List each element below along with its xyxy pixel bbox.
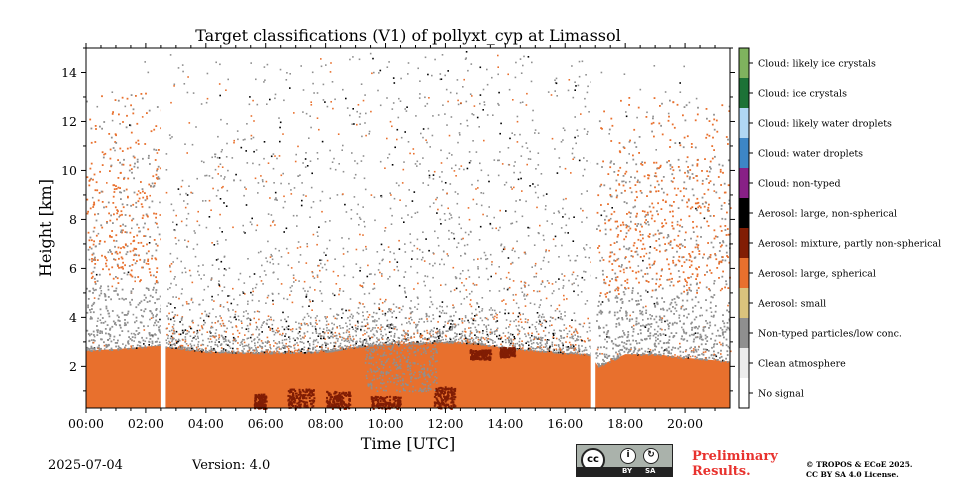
copyright-line-1: © TROPOS & ECoE 2025. — [806, 460, 913, 469]
preliminary-results-notice: Preliminary Results. — [692, 449, 792, 479]
x-tick-label: 08:00 — [308, 416, 344, 431]
colorbar-swatch — [739, 318, 749, 348]
x-axis-label: Time [UTC] — [361, 434, 455, 453]
x-tick-label: 00:00 — [68, 416, 104, 431]
chart-title: Target classifications (V1) of pollyxt_c… — [195, 26, 621, 45]
colorbar-label: Cloud: likely water droplets — [758, 119, 892, 130]
colorbar-label: Aerosol: large, spherical — [757, 269, 876, 280]
y-tick-label: 10 — [61, 163, 77, 178]
colorbar-label: Cloud: water droplets — [758, 149, 863, 160]
x-tick-label: 04:00 — [188, 416, 224, 431]
classification-pixels — [86, 51, 732, 410]
colorbar-swatch — [739, 288, 749, 318]
x-axis: 00:00 02:00 04:00 06:00 08:00 10:00 12:00 14:00… — [68, 43, 716, 431]
colorbar-label: Cloud: non-typed — [758, 179, 841, 190]
date-label: 2025-07-04 — [48, 458, 123, 473]
cc-by-label: BY — [622, 467, 633, 475]
colorbar-swatch — [739, 78, 749, 108]
colorbar-label: Aerosol: small — [757, 299, 826, 310]
y-tick-label: 12 — [61, 114, 77, 129]
x-tick-label: 16:00 — [547, 416, 583, 431]
share-alike-icon: ↻ — [643, 448, 659, 464]
colorbar-swatch — [739, 228, 749, 258]
colorbar-label: Aerosol: mixture, partly non-spherical — [757, 239, 941, 250]
x-tick-label: 10:00 — [368, 416, 404, 431]
colorbar-swatch — [739, 258, 749, 288]
plot-frame — [85, 47, 731, 409]
colorbar-label: Clean atmosphere — [758, 359, 846, 370]
colorbar-swatch — [739, 138, 749, 168]
y-tick-label: 8 — [69, 212, 77, 227]
aerosol-layer-region — [86, 341, 730, 408]
colorbar-label: No signal — [758, 389, 804, 400]
cc-badge-strip — [577, 467, 672, 476]
x-tick-label: 12:00 — [427, 416, 463, 431]
colorbar-label: Cloud: likely ice crystals — [758, 59, 876, 70]
colorbar-swatch — [739, 198, 749, 228]
version-label: Version: 4.0 — [192, 458, 271, 473]
copyright-notice: © TROPOS & ECoE 2025. CC BY SA 4.0 Licen… — [806, 460, 913, 480]
copyright-line-2: CC BY SA 4.0 License. — [806, 470, 899, 479]
colorbar-label: Non-typed particles/low conc. — [758, 329, 902, 340]
y-tick-label: 14 — [61, 65, 77, 80]
preliminary-line-1: Preliminary — [692, 449, 778, 464]
colorbar-swatch — [739, 48, 749, 78]
data-gap — [160, 48, 166, 408]
y-tick-label: 2 — [69, 359, 77, 374]
x-tick-label: 06:00 — [248, 416, 284, 431]
x-tick-label: 14:00 — [487, 416, 523, 431]
cc-sa-label: SA — [645, 467, 656, 475]
colorbar-swatch — [739, 168, 749, 198]
colorbar-legend: No signal Clean atmosphere Non-typed parti… — [738, 47, 941, 409]
x-tick-label: 02:00 — [128, 416, 164, 431]
plot-area — [86, 48, 732, 410]
person-icon: i — [620, 448, 636, 464]
y-tick-label: 4 — [69, 310, 77, 325]
colorbar-frame — [738, 47, 750, 409]
preliminary-line-2: Results. — [692, 464, 751, 479]
colorbar-label: Aerosol: large, non-spherical — [757, 209, 897, 220]
x-tick-label: 18:00 — [607, 416, 643, 431]
colorbar-swatch — [739, 108, 749, 138]
x-tick-label: 20:00 — [667, 416, 703, 431]
colorbar-swatch — [739, 348, 749, 378]
y-axis: 2 4 6 8 10 12 14 — [61, 47, 735, 392]
y-tick-label: 6 — [69, 261, 77, 276]
colorbar-label: Cloud: ice crystals — [758, 89, 847, 100]
colorbar-swatch — [739, 378, 749, 408]
cc-license-badge: cc i ↻ BY SA — [576, 444, 673, 477]
data-gap — [590, 48, 596, 408]
y-axis-label: Height [km] — [36, 179, 55, 277]
